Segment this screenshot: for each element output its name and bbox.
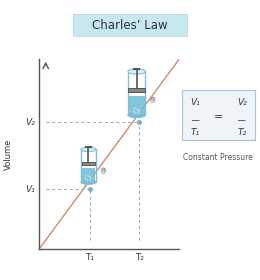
- Circle shape: [89, 175, 90, 178]
- Ellipse shape: [81, 180, 96, 184]
- Text: V₁: V₁: [190, 98, 200, 107]
- Text: ──: ──: [237, 118, 246, 124]
- Text: ──: ──: [191, 118, 199, 124]
- Ellipse shape: [128, 69, 145, 74]
- Circle shape: [87, 179, 89, 181]
- Ellipse shape: [128, 113, 145, 118]
- FancyBboxPatch shape: [82, 168, 95, 181]
- Circle shape: [101, 168, 105, 174]
- Circle shape: [84, 178, 87, 180]
- Text: Charles’ Law: Charles’ Law: [92, 19, 168, 32]
- Ellipse shape: [81, 147, 96, 152]
- Circle shape: [90, 177, 92, 179]
- Text: T₁: T₁: [85, 253, 94, 262]
- Text: Volume: Volume: [4, 138, 13, 170]
- Circle shape: [151, 97, 155, 103]
- Circle shape: [133, 111, 135, 113]
- Circle shape: [89, 179, 92, 181]
- Text: Constant Pressure: Constant Pressure: [184, 153, 253, 162]
- Text: V₂: V₂: [25, 118, 35, 127]
- Text: T₂: T₂: [237, 128, 246, 137]
- Circle shape: [138, 110, 140, 112]
- FancyBboxPatch shape: [82, 162, 95, 165]
- Circle shape: [137, 108, 139, 111]
- FancyBboxPatch shape: [128, 88, 145, 92]
- Text: T₂: T₂: [135, 253, 144, 262]
- Circle shape: [134, 108, 135, 110]
- Text: =: =: [214, 112, 223, 122]
- Text: V₂: V₂: [237, 98, 246, 107]
- Text: T₁: T₁: [191, 128, 200, 137]
- Text: V₁: V₁: [25, 185, 35, 194]
- Text: θ: θ: [151, 97, 155, 102]
- Circle shape: [86, 174, 87, 177]
- Circle shape: [138, 112, 140, 115]
- Text: θ: θ: [101, 168, 105, 173]
- Circle shape: [135, 112, 137, 115]
- FancyBboxPatch shape: [129, 96, 145, 114]
